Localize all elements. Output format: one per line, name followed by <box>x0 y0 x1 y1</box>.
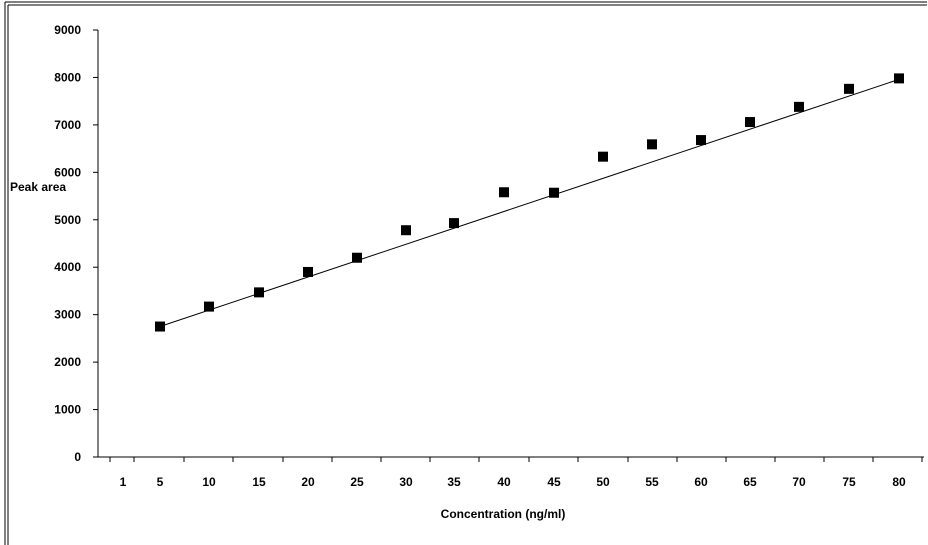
y-tick-label: 1000 <box>54 403 81 417</box>
y-tick-label: 8000 <box>54 70 81 84</box>
x-tick-label: 25 <box>350 475 364 489</box>
x-tick-label: 70 <box>792 475 806 489</box>
x-tick-label: 45 <box>547 475 561 489</box>
y-tick-label: 2000 <box>54 355 81 369</box>
x-tick-label: 15 <box>252 475 266 489</box>
data-point <box>254 287 264 298</box>
x-tick-label: 60 <box>694 475 708 489</box>
x-tick-label: 80 <box>892 475 906 489</box>
data-point <box>401 225 411 236</box>
x-tick-label: 75 <box>842 475 856 489</box>
x-tick-label: 1 <box>120 475 127 489</box>
data-point <box>745 117 755 128</box>
y-tick-label: 4000 <box>54 260 81 274</box>
y-tick-label: 9000 <box>54 23 81 37</box>
y-axis-ticks: 0 1000 2000 3000 4000 5000 6000 7000 8000 9000 <box>54 23 98 464</box>
y-tick-label: 6000 <box>54 165 81 179</box>
x-tick-label: 5 <box>157 475 164 489</box>
data-point <box>303 266 313 277</box>
trendline-group <box>159 78 900 328</box>
data-point <box>155 321 165 332</box>
x-tick-label: 40 <box>497 475 511 489</box>
x-tick-label: 35 <box>447 475 461 489</box>
x-tick-label: 50 <box>596 475 610 489</box>
x-axis-title: Concentration (ng/ml) <box>441 507 566 521</box>
data-point <box>894 73 904 84</box>
y-axis-title: Peak area <box>10 180 66 194</box>
x-tick-label: 65 <box>743 475 757 489</box>
y-tick-label: 0 <box>74 450 81 464</box>
x-tick-label: 10 <box>202 475 216 489</box>
data-point <box>598 151 608 162</box>
data-point <box>549 187 559 198</box>
y-tick-label: 7000 <box>54 118 81 132</box>
x-tick-label: 55 <box>645 475 659 489</box>
x-tick-label: 30 <box>399 475 413 489</box>
x-tick-label: 20 <box>301 475 315 489</box>
data-point <box>449 218 459 229</box>
data-point <box>499 187 509 198</box>
data-point <box>794 101 804 112</box>
data-point <box>844 83 854 94</box>
y-tick-label: 3000 <box>54 308 81 322</box>
y-tick-label: 5000 <box>54 213 81 227</box>
trendline <box>159 78 900 328</box>
data-point <box>352 252 362 263</box>
data-point <box>204 301 214 312</box>
data-points <box>155 73 904 332</box>
axes <box>97 30 924 458</box>
data-point <box>647 139 657 150</box>
data-point <box>696 135 706 146</box>
x-axis-ticks: 1 5 10 15 20 25 30 35 40 45 50 55 60 65 70 75 80 <box>109 457 923 489</box>
